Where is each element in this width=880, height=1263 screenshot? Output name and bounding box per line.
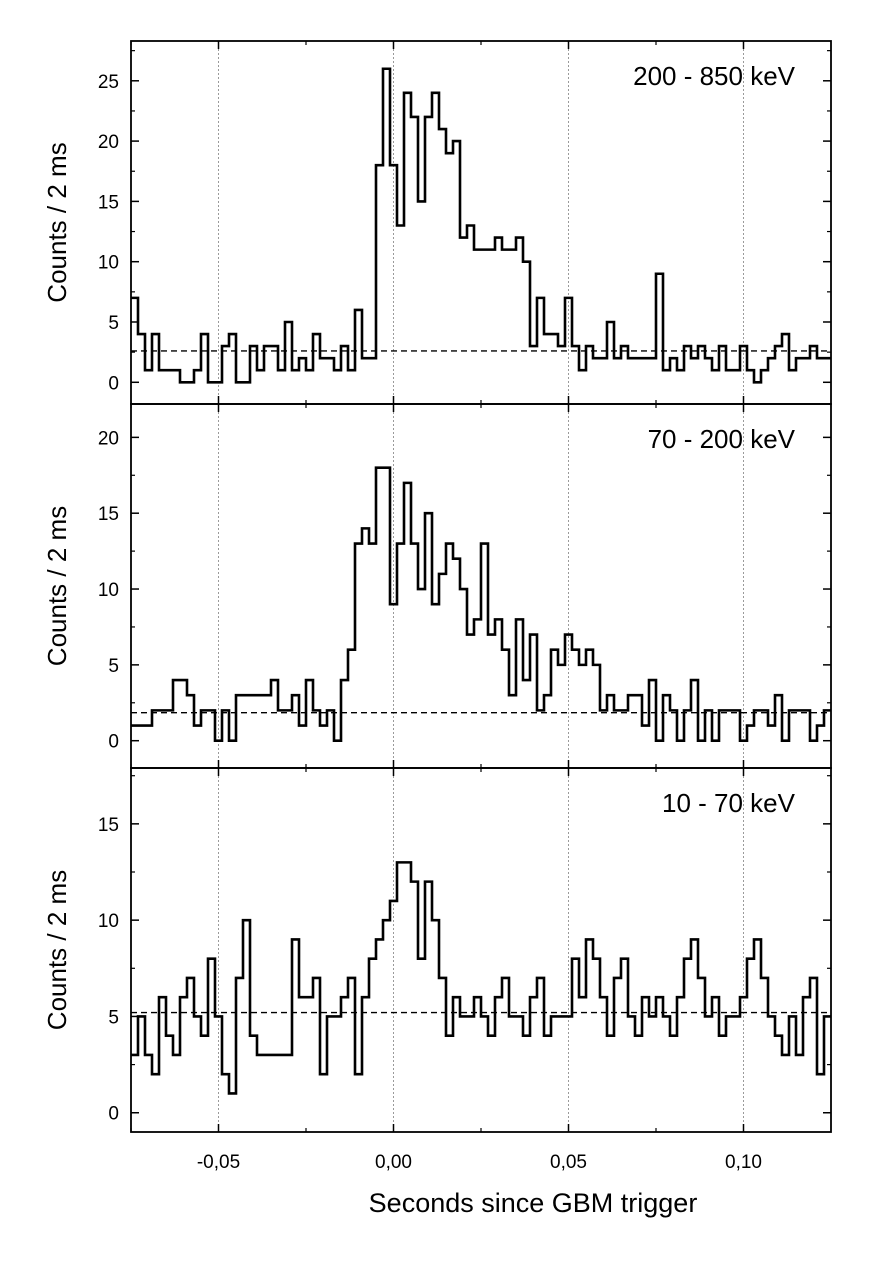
x-tick-label: 0,05 [550, 1152, 587, 1173]
x-axis-title: Seconds since GBM trigger [369, 1188, 698, 1218]
y-tick-label: 5 [108, 656, 119, 677]
y-tick-label: 0 [108, 732, 119, 753]
panel-2: 0 5 10 15 20 70 - 200 keV Counts / 2 ms [42, 403, 832, 769]
y-tick-label: 15 [98, 192, 119, 213]
y-tick-label: 5 [108, 313, 119, 334]
panel-3: 0 5 10 15 10 - 70 keV Counts / 2 ms -0,05 0,00 0… [42, 767, 832, 1218]
histogram-series [131, 861, 831, 1095]
y-tick-label: 15 [98, 504, 119, 525]
y-tick-label: 0 [108, 1104, 119, 1125]
x-tick-label: 0,00 [375, 1152, 412, 1173]
y-tick-label: 10 [98, 911, 119, 932]
energy-band-label: 200 - 850 keV [633, 61, 796, 91]
y-axis-title: Counts / 2 ms [42, 870, 72, 1030]
x-tick-label: -0,05 [197, 1152, 240, 1173]
histogram-series [131, 466, 831, 742]
energy-band-label: 10 - 70 keV [662, 788, 796, 818]
x-tick-label: 0,10 [725, 1152, 762, 1173]
panel-1: 0 5 10 15 20 25 200 - 850 keV Counts / 2 ms [42, 40, 832, 405]
y-tick-label: 10 [98, 253, 119, 274]
y-tick-label: 15 [98, 815, 119, 836]
y-tick-label: 5 [108, 1007, 119, 1028]
y-axis-title: Counts / 2 ms [42, 142, 72, 302]
y-tick-label: 25 [98, 72, 119, 93]
energy-band-label: 70 - 200 keV [648, 424, 796, 454]
y-tick-label: 20 [98, 132, 119, 153]
y-axis-title: Counts / 2 ms [42, 506, 72, 666]
y-tick-label: 20 [98, 428, 119, 449]
histogram-series [131, 67, 831, 384]
y-tick-label: 10 [98, 580, 119, 601]
y-tick-label: 0 [108, 373, 119, 394]
